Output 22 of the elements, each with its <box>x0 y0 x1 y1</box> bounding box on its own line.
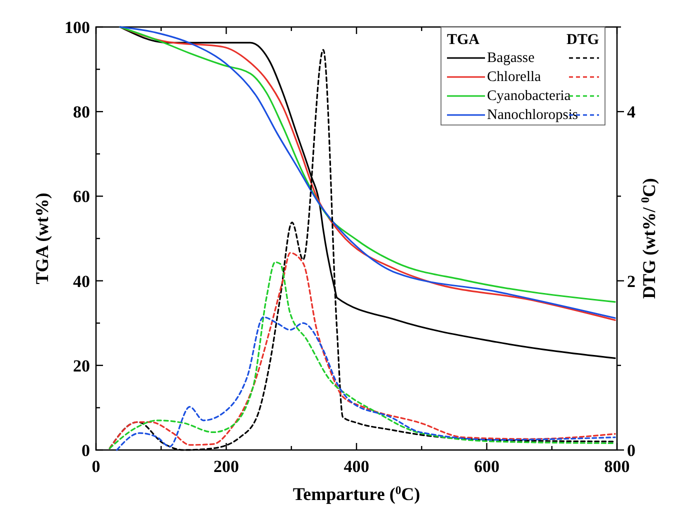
line-series <box>116 316 616 451</box>
x-tick-label: 200 <box>214 457 239 476</box>
x-axis-title: Temparture ($^{0}$C) <box>292 484 420 504</box>
y-tick-label: 0 <box>82 441 90 460</box>
x-tick-label: 600 <box>474 457 500 476</box>
y-tick-label: 60 <box>73 187 90 206</box>
y2-tick-label: 4 <box>627 102 636 122</box>
x-tick-label: 800 <box>604 457 630 476</box>
y2-tick-label: 2 <box>627 272 636 291</box>
legend-title: TGA <box>447 32 480 48</box>
legend-label: Cyanobacteria <box>487 88 572 104</box>
y2-tick-label: 0 <box>627 441 636 460</box>
y-tick-label: 20 <box>73 356 90 376</box>
y-tick-label: 100 <box>64 18 90 37</box>
y-tick-label: 80 <box>73 102 90 122</box>
y-tick-label: 40 <box>73 272 90 291</box>
y-axis-title: TGA (wt%) <box>32 192 52 284</box>
x-tick-label: 400 <box>344 457 370 476</box>
legend-label: Chlorella <box>487 69 542 85</box>
annotation: DTG <box>566 32 600 48</box>
legend-label: Bagasse <box>487 50 535 66</box>
legend-label: Nanochloropsis <box>487 107 578 123</box>
